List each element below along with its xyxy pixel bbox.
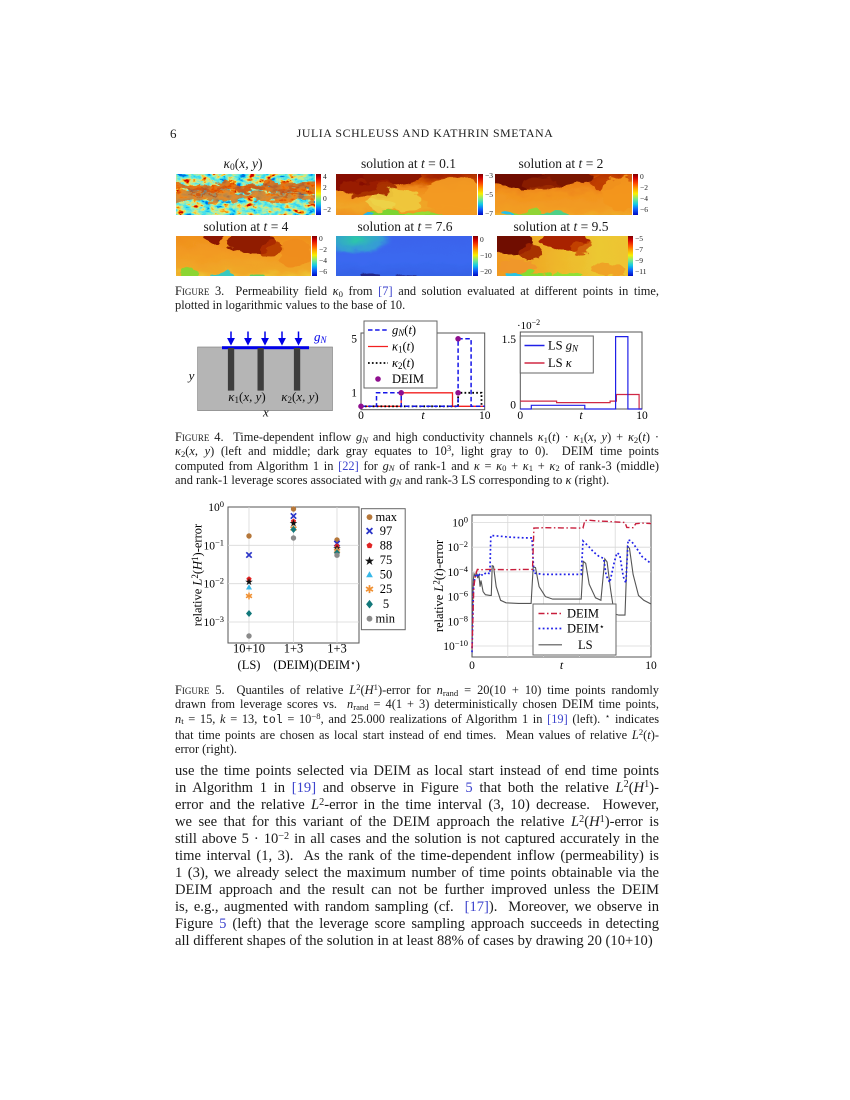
- svg-text:·10−2: ·10−2: [517, 318, 540, 332]
- svg-text:0: 0: [469, 660, 475, 672]
- svg-text:1+3: 1+3: [284, 642, 304, 656]
- svg-text:1: 1: [351, 388, 357, 400]
- svg-text:min: min: [376, 612, 396, 626]
- svg-text:(LS): (LS): [238, 658, 261, 672]
- svg-text:LS κ: LS κ: [548, 356, 573, 370]
- svg-text:5: 5: [351, 334, 357, 346]
- svg-text:1+3: 1+3: [327, 642, 347, 656]
- svg-text:gN: gN: [314, 329, 328, 345]
- svg-text:t: t: [579, 408, 583, 422]
- svg-text:0: 0: [517, 410, 523, 422]
- svg-text:10+10: 10+10: [233, 642, 265, 656]
- svg-text:10−8: 10−8: [447, 613, 468, 628]
- svg-text:κ1(t): κ1(t): [392, 340, 414, 355]
- svg-text:75: 75: [380, 553, 393, 567]
- svg-text:10−10: 10−10: [443, 638, 468, 653]
- svg-text:10−2: 10−2: [203, 576, 224, 591]
- svg-text:relative L2(t)-error: relative L2(t)-error: [432, 539, 447, 632]
- svg-text:10: 10: [636, 410, 648, 422]
- svg-text:1.5: 1.5: [502, 334, 517, 346]
- svg-text:0: 0: [358, 410, 364, 422]
- svg-text:(DEIM): (DEIM): [273, 658, 313, 672]
- svg-text:50: 50: [380, 568, 393, 582]
- svg-text:5: 5: [383, 597, 389, 611]
- svg-text:10: 10: [645, 660, 657, 672]
- svg-text:97: 97: [380, 524, 393, 538]
- svg-text:DEIM⋆: DEIM⋆: [567, 622, 605, 636]
- svg-text:DEIM: DEIM: [392, 372, 424, 386]
- svg-text:25: 25: [380, 582, 393, 596]
- svg-text:10: 10: [479, 410, 491, 422]
- svg-text:t: t: [421, 408, 425, 422]
- svg-text:100: 100: [208, 500, 224, 514]
- svg-text:10−1: 10−1: [203, 537, 224, 552]
- svg-text:κ2(t): κ2(t): [392, 356, 414, 371]
- svg-text:gN(t): gN(t): [392, 323, 416, 338]
- svg-text:x: x: [262, 405, 269, 420]
- svg-text:LS: LS: [578, 638, 593, 652]
- svg-text:88: 88: [380, 539, 393, 553]
- svg-text:max: max: [376, 510, 398, 524]
- svg-text:κ1(x, y): κ1(x, y): [228, 389, 265, 405]
- svg-text:relative L2(H1)-error: relative L2(H1)-error: [190, 523, 205, 626]
- svg-text:y: y: [187, 368, 195, 383]
- svg-text:DEIM: DEIM: [567, 607, 599, 621]
- svg-text:100: 100: [452, 515, 468, 530]
- svg-text:0: 0: [510, 400, 516, 412]
- svg-text:10−3: 10−3: [203, 614, 224, 629]
- svg-text:t: t: [560, 658, 564, 672]
- svg-text:κ2(x, y): κ2(x, y): [281, 389, 318, 405]
- svg-text:10−6: 10−6: [447, 589, 468, 604]
- svg-text:(DEIM⋆): (DEIM⋆): [314, 658, 360, 672]
- svg-text:10−4: 10−4: [447, 564, 468, 579]
- svg-text:LS gN: LS gN: [548, 339, 579, 354]
- svg-text:10−2: 10−2: [447, 539, 468, 554]
